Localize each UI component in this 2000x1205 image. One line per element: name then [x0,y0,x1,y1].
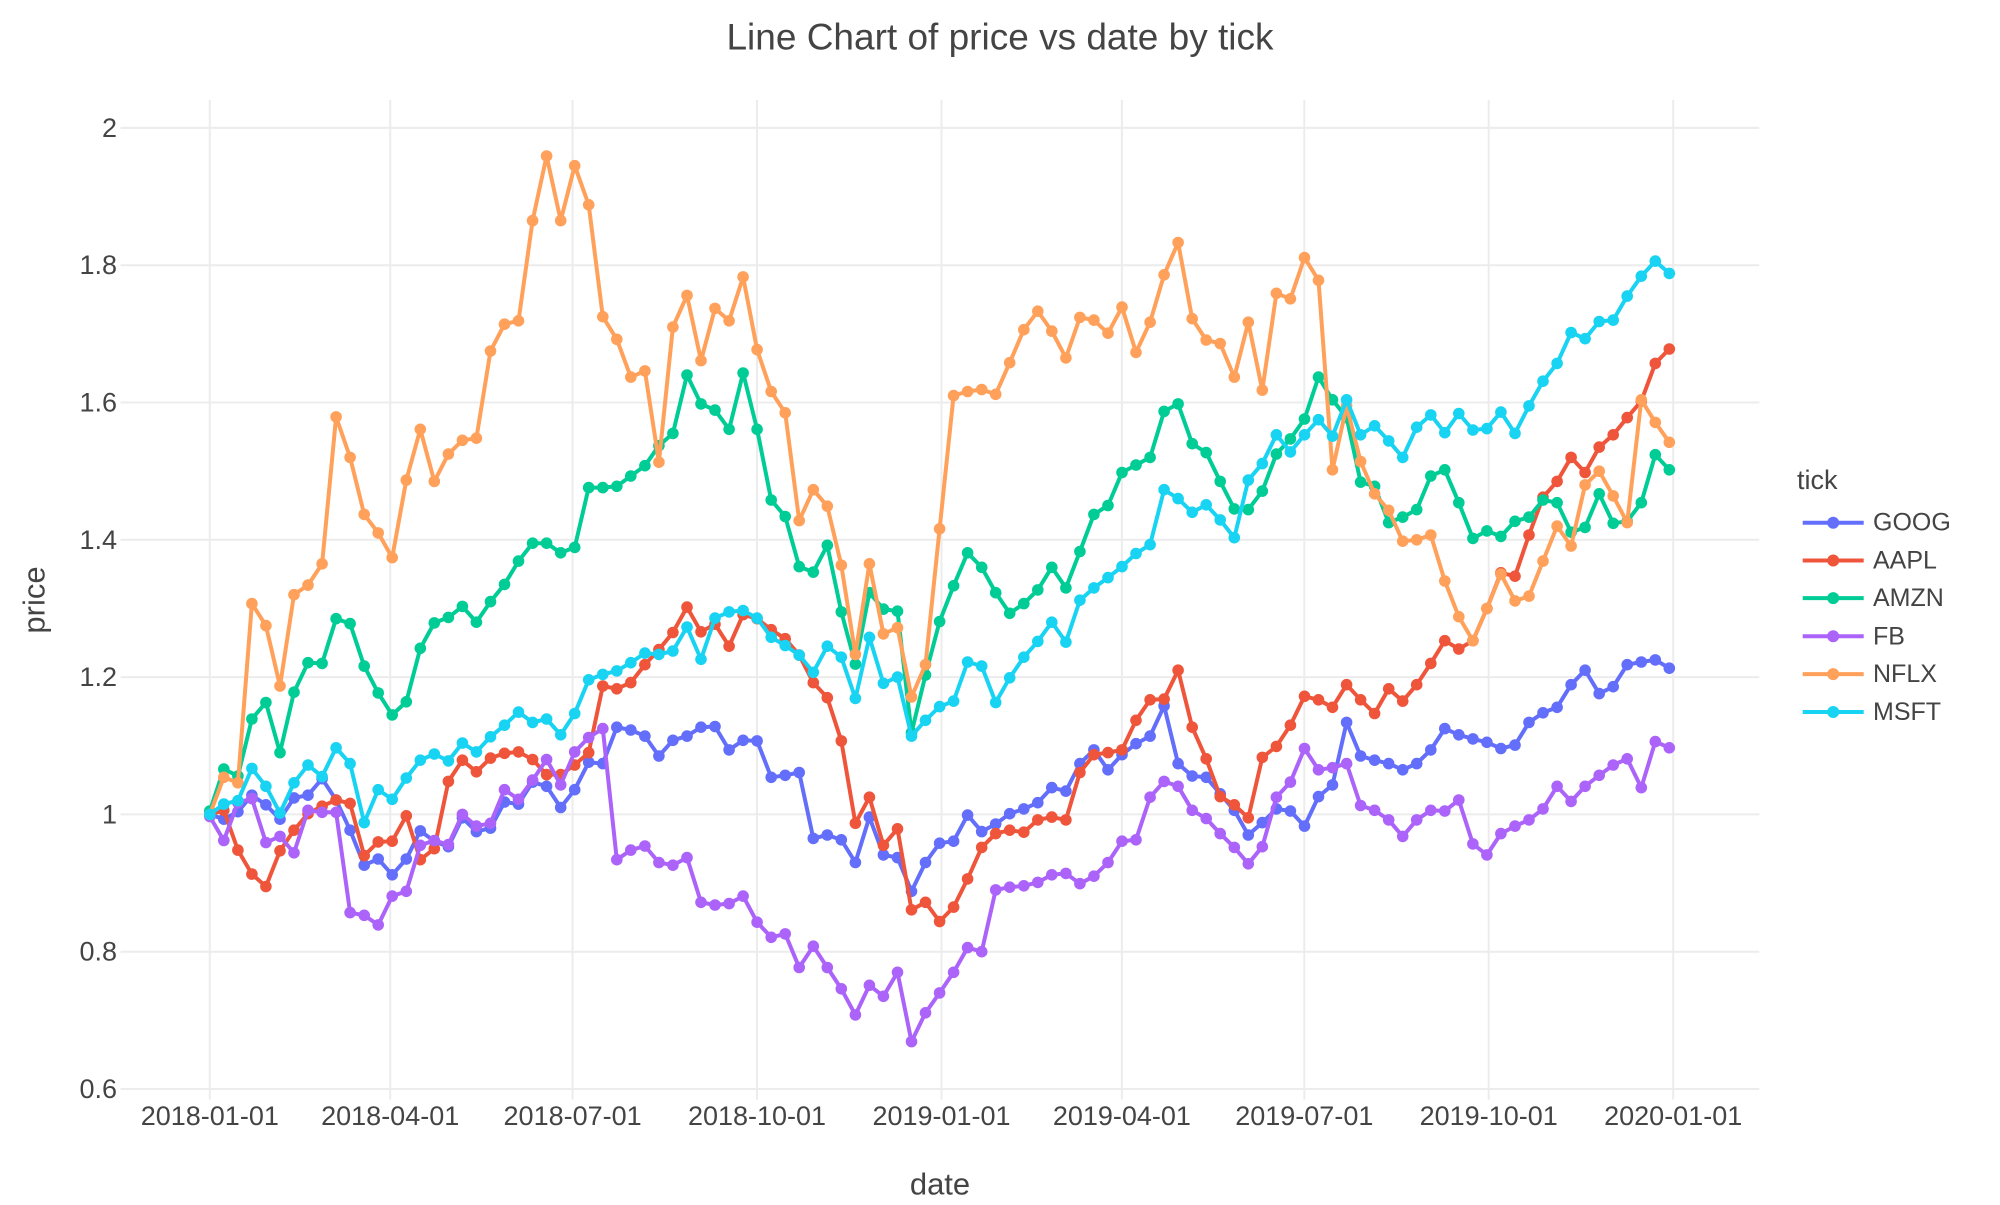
svg-text:0.6: 0.6 [79,1074,117,1104]
svg-text:2018-01-01: 2018-01-01 [141,1101,279,1131]
svg-text:tick: tick [1797,465,1838,495]
svg-text:2018-07-01: 2018-07-01 [504,1101,642,1131]
svg-text:AMZN: AMZN [1873,584,1944,612]
svg-text:2: 2 [102,113,117,143]
svg-text:2019-04-01: 2019-04-01 [1053,1101,1191,1131]
svg-text:MSFT: MSFT [1873,698,1941,726]
svg-text:1.4: 1.4 [79,525,117,555]
svg-text:2020-01-01: 2020-01-01 [1604,1101,1742,1131]
svg-text:2018-10-01: 2018-10-01 [688,1101,826,1131]
svg-text:price: price [17,566,52,633]
svg-text:date: date [910,1167,970,1201]
svg-text:1: 1 [102,799,117,829]
svg-text:FB: FB [1873,622,1905,650]
svg-text:AAPL: AAPL [1873,547,1937,575]
svg-text:2018-04-01: 2018-04-01 [321,1101,459,1131]
svg-text:2019-10-01: 2019-10-01 [1420,1101,1558,1131]
svg-text:GOOG: GOOG [1873,509,1951,537]
svg-text:2019-07-01: 2019-07-01 [1235,1101,1373,1131]
svg-text:1.8: 1.8 [79,250,117,280]
svg-text:1.6: 1.6 [79,388,117,418]
svg-text:NFLX: NFLX [1873,660,1937,688]
svg-text:Line Chart of price vs date by: Line Chart of price vs date by tick [726,17,1274,58]
svg-text:2019-01-01: 2019-01-01 [872,1101,1010,1131]
svg-text:1.2: 1.2 [79,662,117,692]
svg-text:0.8: 0.8 [79,937,117,967]
